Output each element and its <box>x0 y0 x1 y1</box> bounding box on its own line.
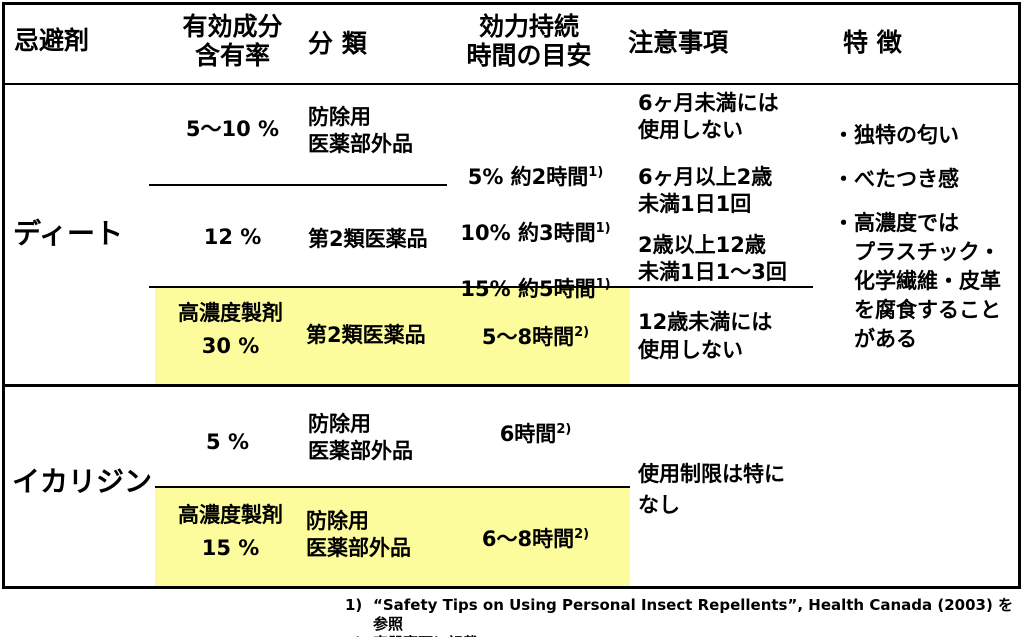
icaridin-low-duration: 6時間2) <box>499 422 572 446</box>
footnote-2-text: 容器裏面に記載 <box>373 634 478 637</box>
footnotes: 1) “Safety Tips on Using Personal Insect… <box>345 596 1024 637</box>
footnote-ref-1: 1) <box>595 221 611 236</box>
highlight-deet-high-concentration-row <box>155 288 630 384</box>
deet-precaution-infants: 6ヶ月未満には 使用しない <box>638 91 779 142</box>
footnote-2-number: 2) <box>345 634 373 637</box>
deet-high-precaution: 12歳未満には 使用しない <box>638 310 773 362</box>
deet-duration-line-2: 10% 約3時間1) <box>460 221 611 245</box>
column-header-precautions: 注意事項 <box>628 28 729 57</box>
footnote-ref-2: 2) <box>574 527 590 542</box>
deet-high-concentration: 高濃度製剤 30 % <box>178 301 283 358</box>
deet-mid-concentration: 12 % <box>203 225 262 249</box>
header-separator-line <box>2 83 1021 85</box>
deet-duration-line-3: 15% 約5時間1) <box>460 277 611 301</box>
deet-feature-odor: ・独特の匂い <box>833 123 959 147</box>
column-header-active-ingredient: 有効成分 含有率 <box>182 12 283 70</box>
footnote-2: 2) 容器裏面に記載 <box>345 634 1024 637</box>
footnote-1-text: “Safety Tips on Using Personal Insect Re… <box>373 596 1014 633</box>
icaridin-precaution: 使用制限は特に なし <box>638 462 785 517</box>
icaridin-high-concentration: 高濃度製剤 15 % <box>178 503 283 560</box>
footnote-ref-1: 1) <box>595 277 611 292</box>
deet-low-classification: 防除用 医薬部外品 <box>308 105 413 156</box>
footnote-ref-2: 2) <box>574 325 590 340</box>
deet-mid-classification: 第2類医薬品 <box>308 227 428 251</box>
deet-precaution-children: 2歳以上12歳 未満1日1〜3回 <box>638 233 787 284</box>
deet-high-classification: 第2類医薬品 <box>306 323 426 347</box>
footnote-1-number: 1) <box>345 596 363 614</box>
table-outer-border <box>2 2 1021 589</box>
deet-row-separator-line <box>149 184 447 186</box>
icaridin-low-concentration: 5 % <box>206 430 249 454</box>
column-header-features: 特 徴 <box>843 28 902 57</box>
column-header-duration: 効力持続 時間の目安 <box>466 12 592 70</box>
footnote-ref-2: 2) <box>556 422 572 437</box>
deet-duration-line-1: 5% 約2時間1) <box>467 165 604 189</box>
deet-precaution-toddlers: 6ヶ月以上2歳 未満1日1回 <box>638 165 773 216</box>
column-header-repellent: 忌避剤 <box>14 26 90 55</box>
icaridin-low-classification: 防除用 医薬部外品 <box>308 412 413 463</box>
deet-feature-stickiness: ・べたつき感 <box>833 167 959 191</box>
highlight-icaridin-high-concentration-row <box>155 488 630 586</box>
icaridin-high-classification: 防除用 医薬部外品 <box>306 509 411 560</box>
section-separator-line <box>2 384 1021 387</box>
row-group-label-deet: ディート <box>13 217 124 250</box>
deet-feature-corrosion: ・高濃度では プラスチック・ 化学繊維・皮革 を腐食すること がある <box>833 211 1001 351</box>
row-group-label-icaridin: イカリジン <box>12 465 153 498</box>
deet-low-concentration: 5〜10 % <box>185 117 280 141</box>
icaridin-highlight-top-line <box>155 486 630 488</box>
deet-duration-estimates: 5% 約2時間1) 10% 約3時間1) 15% 約5時間1) <box>448 135 623 331</box>
footnote-1: 1) “Safety Tips on Using Personal Insect… <box>345 596 1024 634</box>
column-header-classification: 分 類 <box>308 29 367 58</box>
icaridin-high-duration: 6〜8時間2) <box>481 527 590 551</box>
deet-highlight-top-line <box>149 286 813 288</box>
deet-high-duration: 5〜8時間2) <box>481 325 590 349</box>
footnote-ref-1: 1) <box>588 165 604 180</box>
